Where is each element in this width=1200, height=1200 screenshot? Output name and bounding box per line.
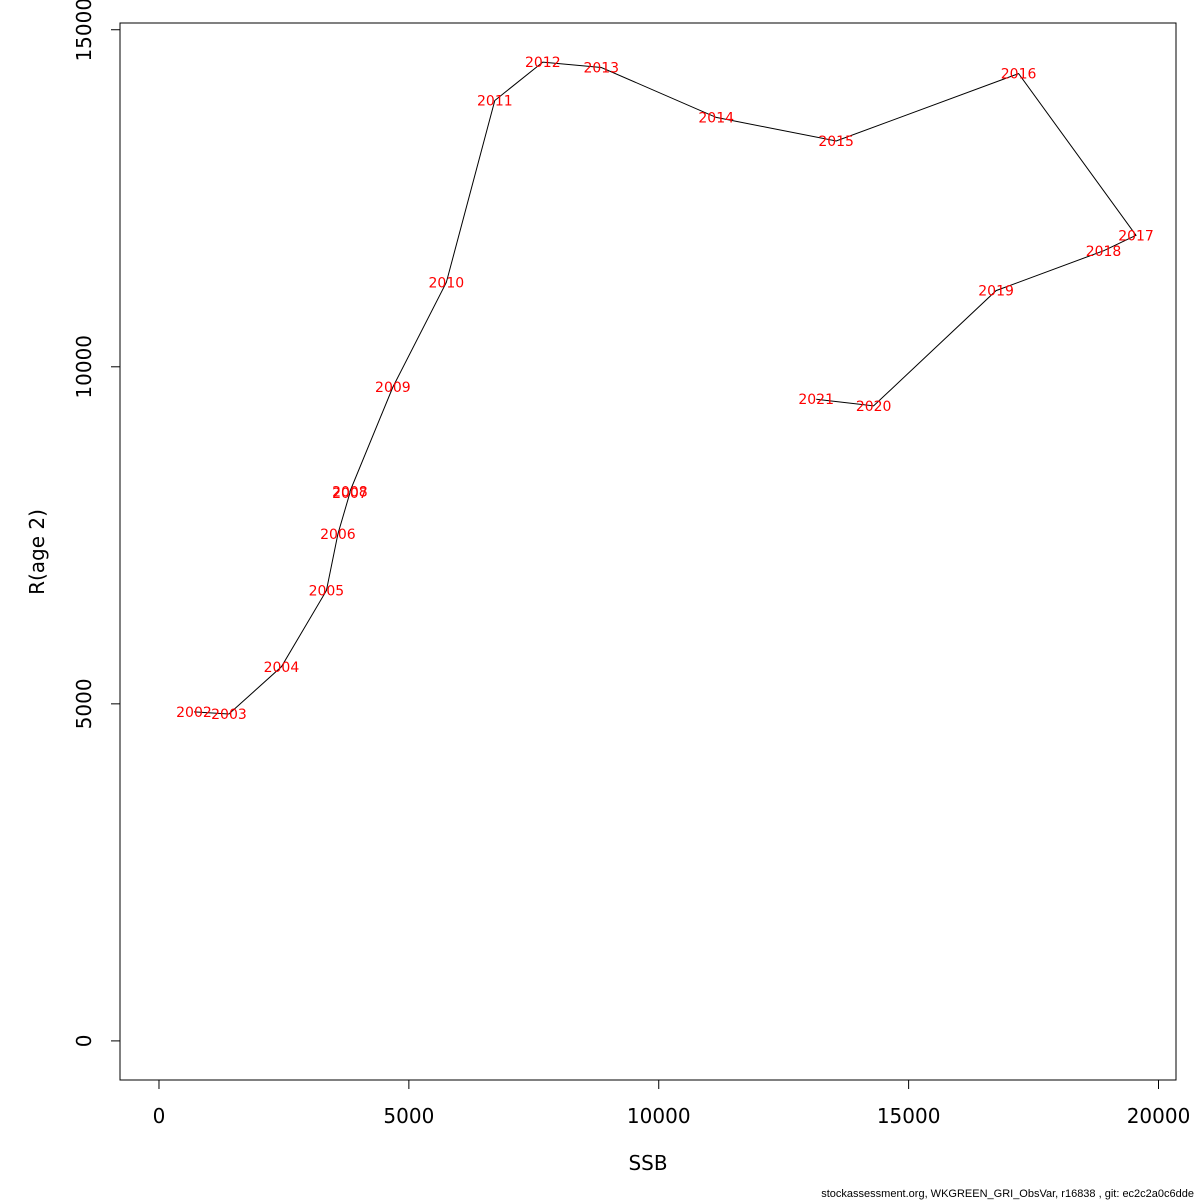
point-label-2006: 2006 [320,527,356,543]
x-tick-label: 0 [153,1104,166,1128]
point-label-2004: 2004 [264,660,300,676]
footer-credit: stockassessment.org, WKGREEN_GRI_ObsVar,… [821,1188,1194,1200]
x-tick-label: 20000 [1127,1104,1191,1128]
y-tick-label: 10000 [72,335,96,399]
point-label-2003: 2003 [211,707,247,723]
point-label-2014: 2014 [698,110,734,126]
y-axis-label: R(age 2) [25,509,49,595]
x-tick-label: 5000 [383,1104,434,1128]
point-label-2011: 2011 [477,94,513,110]
point-label-2002: 2002 [176,705,212,721]
y-tick-label: 15000 [72,0,96,62]
x-tick-label: 10000 [627,1104,691,1128]
point-label-2007: 2007 [332,486,368,502]
point-label-2017: 2017 [1118,228,1154,244]
y-tick-label: 5000 [72,678,96,729]
x-tick-label: 15000 [877,1104,941,1128]
series-line [193,61,1137,715]
point-label-2005: 2005 [309,584,345,600]
x-axis-label: SSB [628,1151,667,1175]
point-label-2016: 2016 [1001,67,1037,83]
point-label-2020: 2020 [856,399,892,415]
point-label-2013: 2013 [583,60,619,76]
plot-box [119,22,1177,1081]
x-axis: 0 5000 10000 15000 20000 [153,1079,1191,1128]
point-label-2018: 2018 [1086,244,1122,260]
point-label-2010: 2010 [429,276,465,292]
point-label-2008: 2008 [332,485,368,501]
point-label-2019: 2019 [978,284,1014,300]
y-axis: 0 5000 10000 15000 [72,0,121,1048]
point-label-2012: 2012 [525,55,561,71]
y-tick-label: 0 [72,1035,96,1048]
point-label-2015: 2015 [818,134,854,150]
point-label-2021: 2021 [798,392,834,408]
point-label-2009: 2009 [375,380,411,396]
